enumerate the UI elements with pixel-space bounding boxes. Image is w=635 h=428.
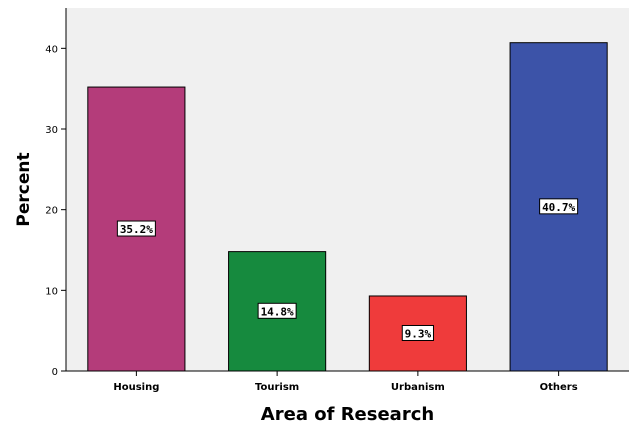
- x-tick-label: Others: [540, 382, 578, 393]
- x-axis-title: Area of Research: [261, 404, 434, 425]
- data-label-box: [116, 220, 156, 237]
- data-label-box: [539, 198, 579, 215]
- x-tick-label: Tourism: [255, 382, 299, 393]
- data-label: 35.2%: [120, 223, 153, 236]
- data-label: 14.8%: [261, 305, 294, 318]
- x-tick-label: Housing: [113, 382, 159, 393]
- y-tick-label: 20: [45, 206, 58, 217]
- x-tick-label: Urbanism: [391, 382, 445, 393]
- x-axis: Housing Tourism Urbanism Others: [66, 370, 629, 393]
- y-tick-label: 30: [45, 125, 58, 136]
- y-axis: 0 10 20 30 40: [45, 8, 67, 378]
- data-label: 9.3%: [405, 327, 432, 340]
- data-label: 40.7%: [542, 201, 575, 214]
- data-labels-group: 35.2% 14.8% 9.3% 40.7%: [116, 198, 579, 341]
- data-label-box: [401, 324, 434, 341]
- y-axis-title: Percent: [14, 152, 34, 226]
- y-tick-label: 0: [52, 367, 58, 378]
- y-tick-label: 10: [45, 286, 58, 297]
- y-tick-label: 40: [45, 44, 58, 55]
- data-label-box: [257, 302, 297, 319]
